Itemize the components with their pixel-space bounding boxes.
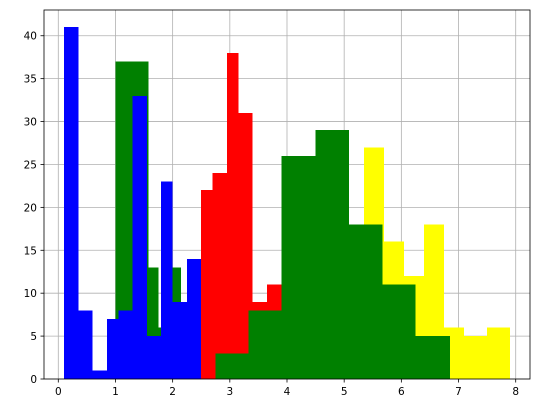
bar-series-3-bin-3 [106,318,119,379]
bar-series-0-bin-5 [464,336,488,379]
x-tick-label-5: 5 [341,386,348,398]
bar-series-3-bin-0 [64,27,79,380]
bar-series-3-bin-4 [118,310,133,379]
bar-series-3-bin-7 [161,181,173,379]
y-tick-label-8: 40 [24,31,37,43]
y-tick-label-6: 30 [24,117,37,129]
bar-series-1-bin-0 [201,190,213,379]
histogram-bars [64,27,510,380]
y-tick-label-7: 35 [24,74,37,86]
bar-series-3-bin-2 [92,370,107,379]
y-tick-label-5: 25 [24,159,37,171]
x-tick-label-3: 3 [226,386,233,398]
bar-series-3-bin-6 [146,336,162,379]
bar-series-3-bin-1 [78,310,93,379]
x-tick-label-2: 2 [169,386,176,398]
x-tick-label-0: 0 [55,386,62,398]
bar-series-0-bin-6 [487,327,510,379]
bar-series-2-bin-8 [281,155,316,379]
x-tick-label-4: 4 [284,386,291,398]
x-tick-label-8: 8 [512,386,519,398]
bar-series-2-bin-6 [215,353,249,379]
bar-series-1-bin-2 [226,52,239,379]
bar-series-3-bin-5 [132,95,147,379]
x-tick-label-7: 7 [455,386,462,398]
bar-series-2-bin-7 [248,310,282,379]
bar-series-2-bin-10 [348,224,383,379]
y-tick-label-3: 15 [24,245,37,257]
x-tick-label-1: 1 [112,386,119,398]
y-tick-label-4: 20 [24,202,37,214]
bar-series-2-bin-11 [382,284,416,379]
bar-series-2-bin-12 [415,336,450,379]
y-tick-label-1: 5 [30,331,37,343]
bar-series-3-bin-9 [186,258,202,379]
y-tick-label-2: 10 [24,288,37,300]
bar-series-1-bin-1 [212,173,227,379]
bar-series-3-bin-8 [172,301,187,379]
bar-series-2-bin-9 [315,130,349,379]
axis-ticks: 0 1 2 3 4 5 6 7 8 0 5 10 15 20 25 30 35 40 [24,31,519,398]
x-tick-label-6: 6 [398,386,405,398]
y-tick-label-0: 0 [30,374,37,386]
bar-series-2-bin-1 [148,267,159,379]
